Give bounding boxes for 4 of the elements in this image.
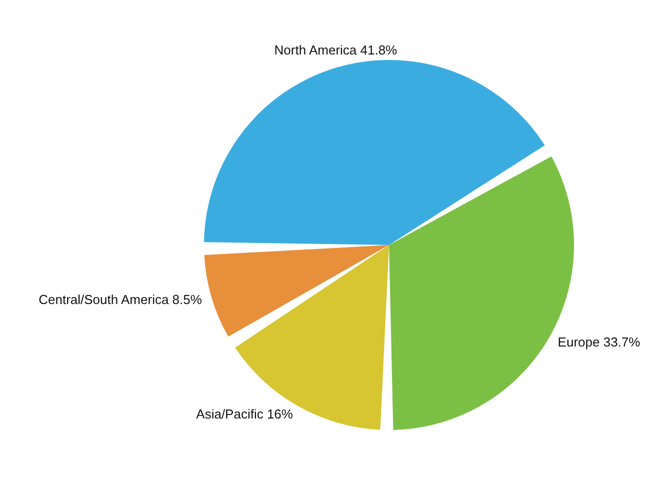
- slice-label: Europe 33.7%: [558, 334, 641, 350]
- slice-label: Asia/Pacific 16%: [196, 406, 294, 422]
- slice-label: North America 41.8%: [274, 42, 398, 58]
- slice-label: Central/South America 8.5%: [38, 292, 202, 308]
